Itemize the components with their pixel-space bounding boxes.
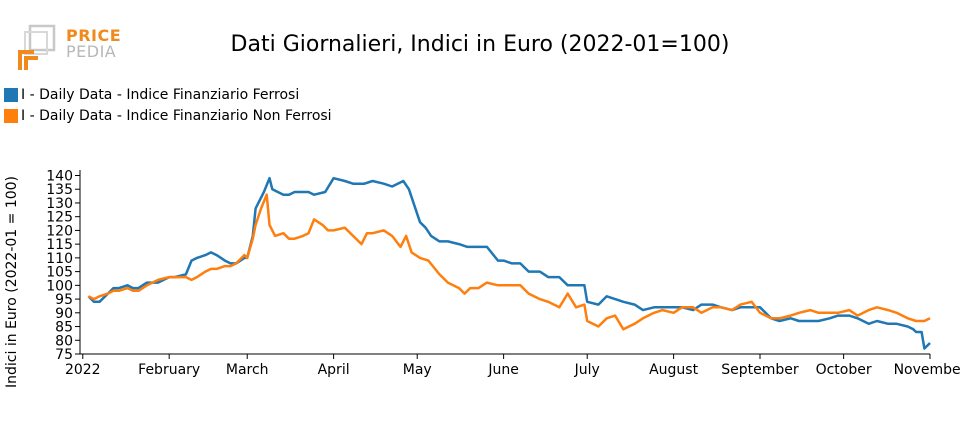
y-tick-label: 80 xyxy=(55,333,73,349)
y-tick-label: 140 xyxy=(46,168,73,184)
chart-title: Dati Giornalieri, Indici in Euro (2022-0… xyxy=(230,32,730,57)
series-line-ferrosi xyxy=(87,176,931,350)
y-tick-label: 110 xyxy=(46,251,73,267)
x-tick-label: October xyxy=(816,362,872,378)
x-tick-label: September xyxy=(721,362,799,378)
y-tick-label: 135 xyxy=(46,182,73,198)
x-tick-label: June xyxy=(487,362,519,378)
y-axis-title: Indici in Euro (2022-01 = 100) xyxy=(4,176,20,388)
legend-item-ferrosi[interactable]: I - Daily Data - Indice Finanziario Ferr… xyxy=(4,84,332,105)
y-tick-label: 105 xyxy=(46,265,73,281)
pricepedia-logo: PRICE PEDIA xyxy=(18,24,128,74)
logo-mark-icon xyxy=(18,24,56,70)
y-tick-label: 120 xyxy=(46,223,73,239)
logo-text-price: PRICE xyxy=(66,26,122,45)
logo-text-pedia: PEDIA xyxy=(66,42,117,61)
y-tick-label: 85 xyxy=(55,320,73,336)
chart-legend: I - Daily Data - Indice Finanziario Ferr… xyxy=(4,84,332,126)
y-tick-label: 95 xyxy=(55,292,73,308)
legend-label-non-ferrosi: I - Daily Data - Indice Finanziario Non … xyxy=(21,107,332,124)
y-tick-label: 130 xyxy=(46,196,73,212)
x-tick-label: July xyxy=(574,362,600,378)
series-line-non-ferrosi xyxy=(87,193,931,331)
x-tick-label: November xyxy=(894,362,960,378)
y-tick-label: 125 xyxy=(46,210,73,226)
y-tick-label: 115 xyxy=(46,237,73,253)
legend-swatch-non-ferrosi xyxy=(4,108,18,123)
x-tick-label: February xyxy=(138,362,200,378)
legend-item-non-ferrosi[interactable]: I - Daily Data - Indice Finanziario Non … xyxy=(4,105,332,126)
y-tick-label: 75 xyxy=(55,347,73,363)
legend-label-ferrosi: I - Daily Data - Indice Finanziario Ferr… xyxy=(21,86,300,103)
legend-swatch-ferrosi xyxy=(4,87,18,102)
x-tick-label: May xyxy=(403,362,432,378)
x-tick-label: March xyxy=(226,362,269,378)
x-tick-label: April xyxy=(318,362,350,378)
y-tick-label: 100 xyxy=(46,278,73,294)
x-tick-label: 2022 xyxy=(65,362,101,378)
x-tick-label: August xyxy=(649,362,699,378)
y-tick-label: 90 xyxy=(55,306,73,322)
